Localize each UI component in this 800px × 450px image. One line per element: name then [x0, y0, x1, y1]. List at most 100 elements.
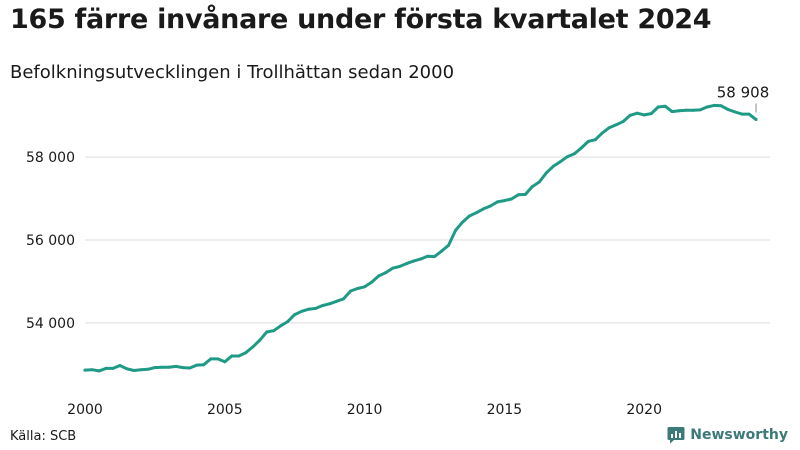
data-point: [600, 131, 604, 135]
data-point: [111, 366, 115, 370]
source-note: Källa: SCB: [10, 429, 77, 444]
data-point: [265, 330, 269, 334]
data-point: [314, 306, 318, 310]
data-point: [237, 354, 241, 358]
data-point: [726, 108, 730, 111]
data-point: [125, 367, 129, 371]
data-point: [621, 120, 625, 123]
data-point: [293, 313, 297, 317]
data-point: [586, 139, 590, 143]
data-point: [174, 364, 178, 368]
data-point: [523, 192, 527, 196]
data-point: [195, 363, 199, 367]
y-tick-label: 54 000: [26, 316, 75, 332]
annotation-label: 58 908: [717, 84, 770, 102]
data-point: [656, 105, 660, 109]
data-point: [495, 200, 499, 204]
brand-name: Newsworthy: [690, 427, 788, 443]
data-point: [754, 118, 758, 121]
data-point: [230, 354, 234, 358]
data-point: [384, 271, 388, 275]
data-point: [551, 164, 555, 168]
data-point: [488, 204, 492, 208]
data-point: [146, 367, 150, 371]
data-point: [139, 368, 143, 372]
data-point: [244, 351, 248, 355]
data-point: [558, 160, 562, 164]
data-point: [474, 211, 478, 215]
newsworthy-logo-icon: [667, 427, 685, 444]
data-point: [90, 368, 94, 372]
data-point: [132, 369, 136, 372]
data-point: [747, 112, 751, 116]
data-point: [209, 357, 213, 361]
data-point: [223, 360, 227, 364]
y-axis-ticks: 54 000 56 000 58 000: [26, 150, 75, 332]
data-point: [412, 259, 415, 263]
data-point: [272, 329, 276, 333]
data-point: [370, 280, 374, 284]
data-point: [377, 274, 381, 278]
data-point: [335, 299, 339, 303]
data-point: [565, 155, 569, 159]
data-point: [328, 302, 332, 306]
data-point: [467, 214, 471, 218]
data-point: [712, 103, 716, 107]
data-point: [258, 338, 262, 342]
data-point: [405, 262, 408, 266]
series-layer: [83, 103, 758, 373]
data-point: [279, 324, 283, 328]
x-axis-ticks: 2000 2005 2010 2015 2020: [67, 402, 662, 418]
data-point: [509, 197, 513, 201]
data-point: [670, 110, 674, 114]
data-point: [286, 320, 290, 324]
data-point: [83, 368, 87, 372]
data-point: [705, 105, 709, 109]
data-point: [481, 207, 485, 211]
data-point: [447, 243, 450, 247]
y-tick-label: 58 000: [26, 150, 75, 166]
data-point: [607, 126, 611, 130]
data-point: [593, 138, 597, 142]
data-point: [356, 287, 360, 290]
data-point: [614, 123, 618, 127]
data-point: [516, 193, 520, 197]
brand[interactable]: Newsworthy: [667, 426, 788, 444]
data-point: [307, 307, 311, 311]
data-point: [300, 309, 304, 313]
data-point: [649, 112, 653, 116]
y-tick-label: 56 000: [26, 233, 75, 249]
data-point: [188, 366, 192, 370]
data-point: [181, 366, 185, 370]
data-point: [216, 357, 220, 361]
data-point: [440, 249, 443, 253]
data-point: [419, 257, 422, 261]
x-tick-label: 2020: [626, 402, 662, 418]
annotations: 58 908: [717, 84, 770, 113]
data-point: [454, 229, 457, 232]
data-point: [684, 108, 688, 112]
data-point: [628, 113, 632, 117]
data-point: [663, 104, 667, 108]
data-point: [153, 366, 157, 370]
data-point: [433, 255, 436, 259]
data-point: [251, 345, 255, 349]
data-point: [642, 113, 646, 117]
data-point: [391, 266, 395, 270]
data-point: [349, 289, 353, 293]
data-point: [202, 363, 206, 367]
data-point: [398, 265, 401, 268]
data-point: [530, 185, 534, 189]
data-point: [544, 171, 548, 175]
data-point: [733, 110, 737, 114]
data-point: [104, 366, 108, 370]
x-tick-label: 2010: [347, 402, 383, 418]
data-point: [719, 104, 723, 108]
data-point: [691, 108, 695, 112]
data-point: [502, 199, 506, 203]
data-point: [579, 146, 583, 150]
data-point: [160, 365, 164, 369]
data-point: [537, 180, 541, 184]
data-point: [321, 304, 325, 307]
